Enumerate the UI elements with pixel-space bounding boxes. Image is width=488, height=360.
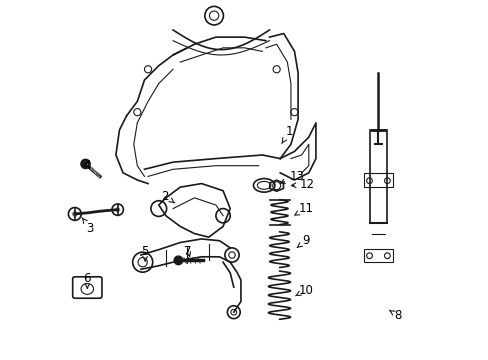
Circle shape [174, 256, 183, 265]
Text: 11: 11 [294, 202, 313, 215]
Text: 9: 9 [297, 234, 309, 248]
Text: 10: 10 [295, 284, 313, 297]
Text: 1: 1 [281, 125, 292, 143]
Text: 7: 7 [184, 245, 191, 258]
Text: 13: 13 [280, 170, 304, 184]
Text: 12: 12 [291, 178, 314, 191]
Circle shape [72, 211, 78, 217]
Text: 8: 8 [388, 309, 401, 322]
Text: 6: 6 [83, 272, 91, 288]
Text: 3: 3 [82, 217, 94, 235]
Circle shape [81, 159, 90, 168]
Circle shape [115, 207, 120, 212]
Text: 5: 5 [141, 245, 148, 261]
Text: 4: 4 [83, 159, 91, 172]
Text: 2: 2 [161, 190, 174, 203]
